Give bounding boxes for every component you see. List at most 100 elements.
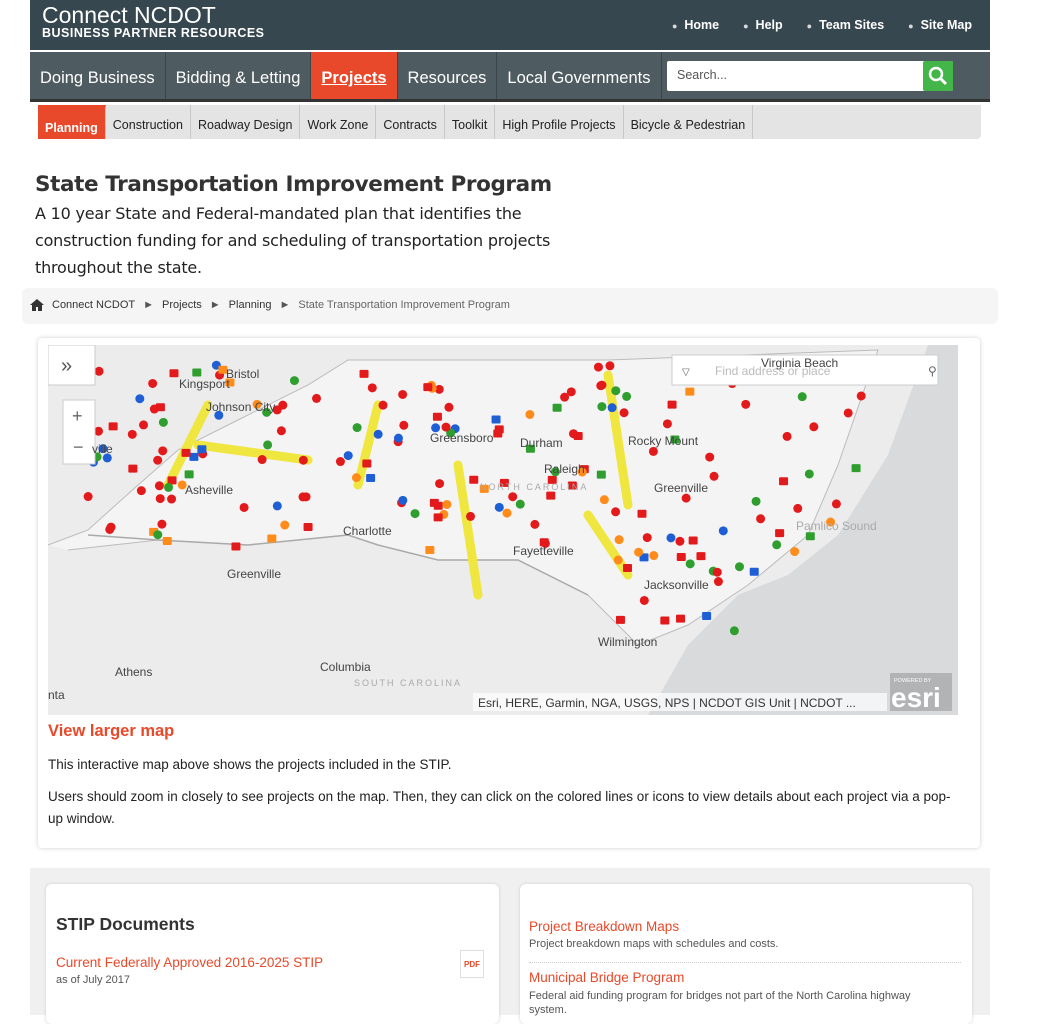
svg-text:»: » (61, 355, 72, 377)
project-marker (263, 440, 273, 450)
project-icon (546, 491, 556, 500)
pdf-icon[interactable]: PDF (460, 950, 484, 978)
project-marker (675, 536, 685, 546)
doc-link[interactable]: Current Federally Approved 2016-2025 STI… (56, 955, 324, 970)
map-label: Pamlico Sound (796, 519, 877, 533)
project-marker (705, 452, 715, 462)
header-link[interactable]: Help (743, 18, 783, 32)
map-search[interactable]: Find address or place (715, 364, 831, 378)
nav-item[interactable]: Doing Business (30, 52, 166, 99)
project-icon (423, 383, 433, 392)
nav-item[interactable]: Projects (311, 52, 398, 99)
home-icon[interactable] (30, 299, 44, 311)
breadcrumb-item[interactable]: Planning (228, 299, 272, 311)
map-link[interactable]: View larger map (48, 722, 175, 740)
project-marker (83, 492, 93, 502)
map-label: Johnson City (206, 400, 275, 414)
project-marker (135, 394, 145, 404)
project-icon (231, 542, 241, 551)
breadcrumb-bar (22, 288, 998, 324)
header-link[interactable]: Home (672, 18, 719, 32)
project-marker (530, 519, 540, 529)
map-label: Fayetteville (513, 544, 574, 558)
subnav-item[interactable]: Roadway Design (191, 105, 301, 139)
breadcrumb-item[interactable]: Projects (162, 299, 202, 311)
project-marker (398, 495, 408, 505)
project-marker (367, 383, 377, 393)
tagline: BUSINESS PARTNER RESOURCES (42, 26, 265, 40)
brand[interactable]: Connect NCDOT (42, 2, 216, 28)
project-marker (494, 502, 504, 512)
project-marker (639, 595, 649, 605)
map-label: Wilmington (598, 635, 657, 649)
panel-link[interactable]: Project Breakdown Maps (529, 919, 680, 934)
breadcrumb-item[interactable]: Connect NCDOT (52, 299, 136, 311)
project-icon (779, 477, 789, 486)
map-label: Bristol (226, 367, 259, 381)
project-marker (280, 520, 290, 530)
project-marker (605, 361, 615, 371)
nav-item[interactable]: Local Governments (497, 52, 662, 99)
project-icon (685, 387, 695, 396)
project-marker (611, 507, 621, 517)
separator: ► (279, 299, 291, 311)
header-links: Home Help Team Sites Site Map (672, 18, 972, 32)
subnav-item[interactable]: Bicycle & Pedestrian (624, 105, 754, 139)
subnav-item[interactable]: Construction (106, 105, 191, 139)
project-marker (155, 494, 165, 504)
project-marker (831, 499, 841, 509)
paragraph: This interactive map above shows the pro… (48, 757, 452, 772)
project-marker (741, 399, 751, 409)
sub-nav: Planning Construction Roadway Design Work Z… (38, 105, 981, 139)
project-marker (335, 457, 345, 467)
project-marker (619, 408, 629, 418)
subnav-item[interactable]: Planning (38, 105, 106, 139)
header-link[interactable]: Team Sites (807, 18, 884, 32)
map-label: ville (92, 442, 113, 456)
project-icon (267, 534, 277, 543)
subnav-item[interactable]: Work Zone (300, 105, 377, 139)
project-marker (666, 533, 676, 543)
project-icon (359, 369, 369, 378)
panel-link[interactable]: Municipal Bridge Program (529, 970, 685, 985)
project-icon (181, 448, 191, 457)
project-marker (398, 389, 408, 399)
project-icon (469, 475, 479, 484)
separator: ► (209, 299, 221, 311)
nav-item[interactable]: Resources (398, 52, 498, 99)
project-marker (729, 626, 739, 636)
project-marker (502, 508, 512, 518)
project-marker (607, 403, 617, 413)
svg-text:⚲: ⚲ (928, 364, 937, 378)
project-icon (366, 474, 376, 483)
subnav-item[interactable]: Contracts (376, 105, 445, 139)
project-marker (153, 455, 163, 465)
card-title: STIP Documents (56, 914, 195, 934)
project-marker (127, 429, 137, 439)
project-icon (696, 552, 706, 561)
project-marker (713, 577, 723, 587)
project-marker (804, 469, 814, 479)
header-link[interactable]: Site Map (908, 18, 972, 32)
search-input[interactable]: Search... (667, 61, 953, 91)
project-icon (667, 400, 677, 409)
panel-text: Project breakdown maps with schedules an… (529, 938, 779, 950)
breadcrumb-item: State Transportation Improvement Program (298, 299, 510, 311)
project-icon (499, 478, 509, 487)
map-label: nta (48, 688, 65, 702)
project-marker (136, 486, 146, 496)
subnav-item[interactable]: High Profile Projects (495, 105, 624, 139)
map-label: Virginia Beach (761, 356, 838, 370)
header: Connect NCDOT BUSINESS PARTNER RESOURCES… (30, 0, 990, 50)
nav-item[interactable]: Bidding & Letting (166, 52, 312, 99)
project-marker (681, 493, 691, 503)
project-marker (93, 426, 103, 436)
project-icon (676, 614, 686, 623)
subnav-item[interactable]: Toolkit (445, 105, 496, 139)
search-button[interactable] (923, 61, 953, 91)
project-marker (856, 391, 866, 401)
project-icon (622, 564, 632, 573)
map-label: Kingsport (179, 377, 230, 391)
